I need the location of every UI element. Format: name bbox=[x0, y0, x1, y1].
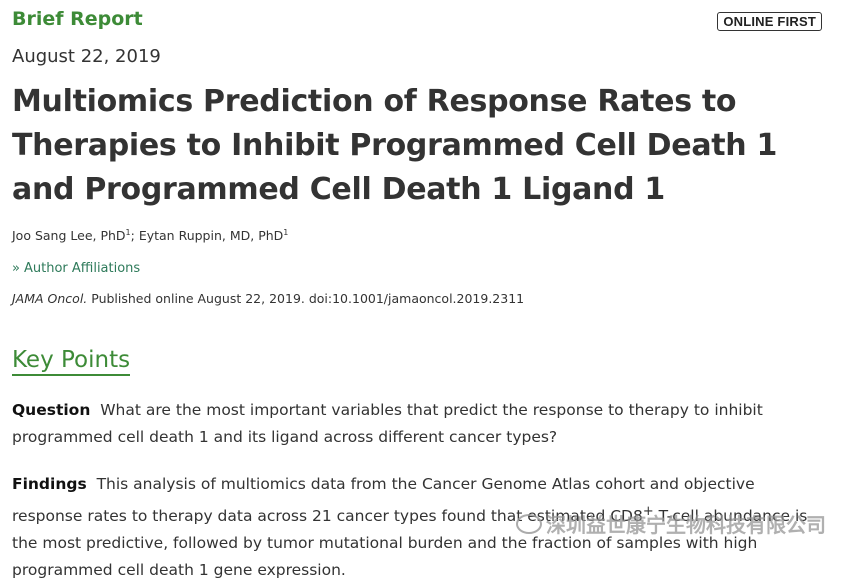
article-title: Multiomics Prediction of Response Rates … bbox=[12, 84, 778, 207]
wechat-icon bbox=[516, 513, 542, 534]
findings-superscript: + bbox=[642, 504, 654, 519]
watermark-text: 深圳益世康宁生物科技有限公司 bbox=[546, 513, 826, 537]
affiliation-superscript: 1 bbox=[125, 228, 131, 237]
citation-details: Published online August 22, 2019. doi:10… bbox=[87, 291, 525, 306]
author-affiliations-toggle[interactable]: » Author Affiliations bbox=[12, 261, 140, 276]
author-name[interactable]: Joo Sang Lee, PhD bbox=[12, 228, 126, 244]
publication-date: August 22, 2019 bbox=[12, 46, 161, 67]
question-label: Question bbox=[12, 401, 91, 419]
citation: JAMA Oncol. Published online August 22, … bbox=[12, 291, 524, 306]
affiliation-superscript: 1 bbox=[283, 228, 289, 237]
author-list: Joo Sang Lee, PhD1; Eytan Ruppin, MD, Ph… bbox=[12, 228, 288, 243]
author-separator: ; bbox=[130, 228, 139, 244]
key-points-heading: Key Points bbox=[12, 347, 131, 376]
citation-journal: JAMA Oncol. bbox=[12, 291, 88, 306]
findings-text: This analysis of multiomics data from th… bbox=[12, 475, 755, 526]
key-point-question: Question What are the most important var… bbox=[12, 397, 827, 451]
watermark: 深圳益世康宁生物科技有限公司 bbox=[516, 509, 826, 538]
question-text: What are the most important variables th… bbox=[12, 401, 763, 446]
article-type-label: Brief Report bbox=[12, 8, 143, 30]
double-chevron-right-icon: » bbox=[12, 261, 20, 276]
author-name[interactable]: Eytan Ruppin, MD, PhD bbox=[138, 228, 284, 244]
author-affiliations-label: Author Affiliations bbox=[23, 261, 141, 276]
findings-label: Findings bbox=[12, 475, 87, 493]
online-first-badge[interactable]: ONLINE FIRST bbox=[717, 12, 822, 31]
